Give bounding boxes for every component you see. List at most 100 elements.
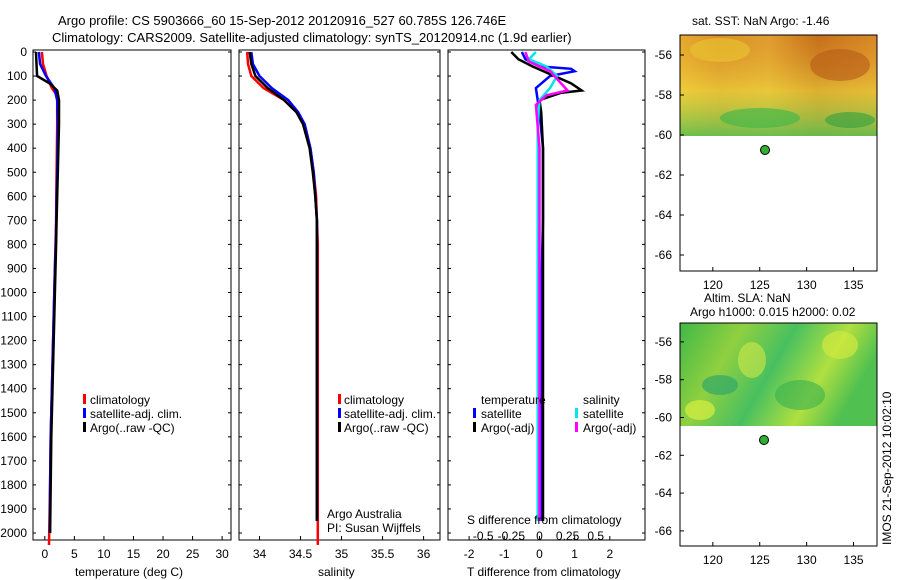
header-line2: Climatology: CARS2009. Satellite-adjuste… — [52, 30, 572, 45]
series-line-satellite-t- — [520, 51, 578, 521]
t-difference-xlabel: T difference from climatology — [467, 565, 621, 579]
legend-swatch-satellite — [338, 408, 341, 418]
depth-tick-label: 800 — [7, 237, 27, 251]
depth-axis: 0 100 200 300 400 500 600 700 800 900 1000 1100 1200… — [0, 45, 645, 540]
map-y-tick-label: -56 — [655, 335, 673, 349]
x-tick-label: 25 — [186, 547, 200, 561]
legend-sat-s: satellite — [583, 407, 624, 421]
map-y-tick-label: -60 — [655, 128, 673, 142]
salinity-panel: 34 34.5 35 35.5 36 salinity climatology sate… — [238, 49, 441, 579]
map-x-tick-label: 125 — [750, 278, 770, 292]
series-line-argo-adj-t- — [510, 51, 586, 521]
depth-tick-label: 1900 — [0, 502, 27, 516]
legend-swatch-argo — [83, 422, 86, 432]
depth-tick-label: 700 — [7, 213, 27, 227]
x-tick-label: 35 — [335, 547, 349, 561]
legend-argo: Argo(..raw -QC) — [90, 421, 175, 435]
map-y-tick-label: -58 — [655, 88, 673, 102]
temperature-series — [34, 51, 61, 546]
sst-map-title: sat. SST: NaN Argo: -1.46 — [692, 14, 830, 28]
s-tick-label: -0.5 — [473, 529, 494, 543]
map-y-tick-label: -66 — [655, 248, 673, 262]
temperature-legend: climatology satellite-adj. clim. Argo(..… — [83, 393, 182, 435]
x-tick-label: 5 — [71, 547, 78, 561]
sst-field — [680, 35, 877, 136]
depth-tick-label: 1500 — [0, 406, 27, 420]
sla-map: Altim. SLA: NaN Argo h1000: 0.015 h2000:… — [655, 291, 878, 567]
series-line-climatology — [245, 51, 320, 545]
depth-tick-label: 900 — [7, 261, 27, 275]
map-y-tick-label: -56 — [655, 48, 673, 62]
x-tick-label: 30 — [215, 547, 229, 561]
depth-tick-label: 100 — [7, 69, 27, 83]
footer-stamp: IMOS 21-Sep-2012 10:02:10 — [880, 391, 894, 545]
temperature-axis: 0 5 10 15 20 25 30 — [41, 536, 229, 561]
map-y-tick-label: -64 — [655, 486, 673, 500]
depth-tick-label: 1800 — [0, 478, 27, 492]
difference-series — [510, 51, 586, 521]
sla-patch — [822, 331, 858, 359]
sla-map-title2: Argo h1000: 0.015 h2000: 0.02 — [690, 305, 856, 319]
sla-patch — [702, 375, 738, 395]
x-tick-label: 10 — [97, 547, 111, 561]
series-line-satellite-adj-clim- — [250, 51, 319, 521]
map-y-tick-label: -66 — [655, 524, 673, 538]
s-difference-xlabel: S difference from climatology — [467, 513, 622, 527]
x-tick-label: 2 — [606, 547, 613, 561]
legend-sat-t: satellite — [481, 407, 522, 421]
annotation-argo-australia: Argo Australia — [327, 507, 402, 521]
map-x-tick-label: 135 — [844, 278, 864, 292]
legend-argo-t: Argo(-adj) — [481, 421, 534, 435]
x-tick-label: -1 — [499, 547, 510, 561]
depth-tick-label: 1300 — [0, 358, 27, 372]
salinity-xlabel: salinity — [318, 565, 355, 579]
legend-swatch-climatology — [338, 394, 341, 404]
s-tick-label: -0.25 — [498, 529, 526, 543]
sla-patch — [738, 342, 766, 378]
x-tick-label: 34 — [253, 547, 267, 561]
map-y-tick-label: -58 — [655, 373, 673, 387]
sla-map-axes: 120 125 130 135 -56 -58 -60 -62 -64 -66 — [655, 335, 864, 567]
x-tick-label: 35.5 — [371, 547, 395, 561]
depth-tick-label: 1400 — [0, 382, 27, 396]
map-x-tick-label: 135 — [844, 553, 864, 567]
sst-patch — [810, 49, 870, 81]
series-line-argo-raw-qc- — [34, 51, 61, 534]
x-tick-label: -2 — [464, 547, 475, 561]
s-difference-axis: -0.5 -0.25 0 0.25 0.5 — [473, 529, 605, 543]
argo-position-marker — [760, 145, 770, 155]
map-y-tick-label: -64 — [655, 208, 673, 222]
depth-tick-label: 1700 — [0, 454, 27, 468]
annotation-pi: PI: Susan Wijffels — [327, 521, 421, 535]
map-x-tick-label: 120 — [703, 553, 723, 567]
depth-tick-label: 300 — [7, 117, 27, 131]
depth-tick-label: 500 — [7, 165, 27, 179]
header-line1: Argo profile: CS 5903666_60 15-Sep-2012 … — [58, 13, 506, 28]
legend-salinity-title: salinity — [583, 393, 620, 407]
x-tick-label: 1 — [571, 547, 578, 561]
depth-tick-label: 1200 — [0, 334, 27, 348]
legend-climatology: climatology — [344, 393, 404, 407]
x-tick-label: 15 — [127, 547, 141, 561]
x-tick-label: 20 — [156, 547, 170, 561]
sla-map-title1: Altim. SLA: NaN — [704, 291, 791, 305]
legend-satellite: satellite-adj. clim. — [344, 407, 436, 421]
salinity-legend: climatology satellite-adj. clim. Argo(..… — [338, 393, 436, 435]
legend-swatch-argo — [338, 422, 341, 432]
sst-map-axes: 120 125 130 135 -56 -58 -60 -62 -64 -66 — [655, 48, 864, 292]
x-tick-label: 0 — [536, 547, 543, 561]
legend-argo: Argo(..raw -QC) — [344, 421, 429, 435]
s-tick-label: 0 — [536, 529, 543, 543]
temperature-xlabel: temperature (deg C) — [75, 565, 183, 579]
sst-map-frame — [679, 34, 878, 272]
temperature-panel: 0100200300400500600700800900100011001200… — [0, 45, 645, 579]
legend-swatch-sat-t — [473, 408, 476, 418]
legend-swatch-climatology — [83, 394, 86, 404]
difference-frame — [447, 49, 646, 541]
depth-tick-label: 2000 — [0, 526, 27, 540]
salinity-series — [245, 51, 320, 545]
depth-tick-label: 1600 — [0, 430, 27, 444]
difference-legend: temperature satellite Argo(-adj) salinit… — [473, 393, 636, 435]
s-tick-label: 0.25 — [556, 529, 580, 543]
